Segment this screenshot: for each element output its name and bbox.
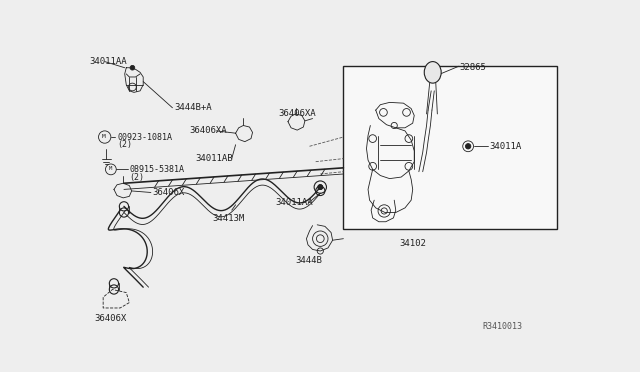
- Circle shape: [130, 65, 135, 70]
- Text: 34011A: 34011A: [490, 142, 522, 151]
- Text: 34011AB: 34011AB: [196, 154, 233, 163]
- Text: (2): (2): [129, 173, 145, 182]
- Text: 36406XA: 36406XA: [189, 126, 227, 135]
- Text: 36406X: 36406X: [152, 188, 185, 197]
- Text: R3410013: R3410013: [482, 322, 522, 331]
- Text: 32865: 32865: [460, 63, 486, 72]
- Text: (2): (2): [117, 140, 132, 149]
- Text: M: M: [102, 134, 106, 139]
- Text: 34011AA: 34011AA: [276, 198, 313, 207]
- Text: 34102: 34102: [399, 239, 426, 248]
- Circle shape: [318, 185, 323, 189]
- Text: 08915-5381A: 08915-5381A: [129, 165, 184, 174]
- Text: 00923-1081A: 00923-1081A: [117, 132, 172, 141]
- Text: 3444B: 3444B: [295, 256, 322, 265]
- Text: 34413M: 34413M: [212, 214, 244, 223]
- Text: M: M: [108, 166, 112, 171]
- Ellipse shape: [424, 62, 441, 83]
- Circle shape: [318, 185, 323, 189]
- Text: 36406X: 36406X: [94, 314, 126, 323]
- Circle shape: [465, 144, 471, 149]
- Text: 34011AA: 34011AA: [90, 57, 127, 66]
- Text: 3444B+A: 3444B+A: [174, 103, 212, 112]
- Bar: [344, 66, 557, 230]
- Text: 36406XA: 36406XA: [279, 109, 316, 118]
